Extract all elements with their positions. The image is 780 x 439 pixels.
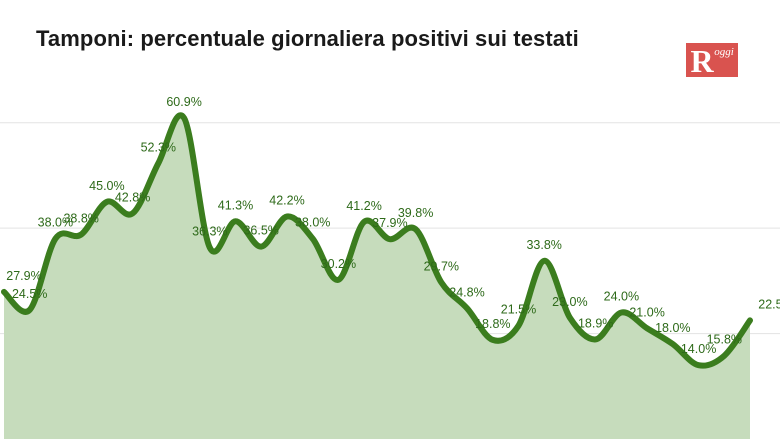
data-labels: 27.9%24.5%38.0%38.8%45.0%42.8%52.3%60.9%… bbox=[6, 95, 780, 356]
data-label: 52.3% bbox=[141, 140, 176, 154]
data-label: 18.0% bbox=[655, 321, 690, 335]
data-label: 60.9% bbox=[166, 95, 201, 109]
data-label: 41.3% bbox=[218, 198, 253, 212]
roggi-logo: R oggi bbox=[686, 43, 738, 77]
chart-title: Tamponi: percentuale giornaliera positiv… bbox=[36, 26, 579, 51]
data-label: 39.8% bbox=[398, 206, 433, 220]
data-label: 27.9% bbox=[6, 269, 41, 283]
data-label: 33.8% bbox=[526, 238, 561, 252]
data-label: 15.8% bbox=[707, 333, 742, 347]
data-label: 21.0% bbox=[629, 305, 664, 319]
data-label: 24.5% bbox=[12, 287, 47, 301]
data-label: 42.2% bbox=[269, 194, 304, 208]
data-label: 14.0% bbox=[681, 342, 716, 356]
data-label: 29.7% bbox=[424, 259, 459, 273]
area-fill bbox=[4, 115, 750, 439]
data-label: 36.3% bbox=[192, 225, 227, 239]
data-label: 18.9% bbox=[578, 316, 613, 330]
data-label: 42.8% bbox=[115, 190, 150, 204]
series-line bbox=[1, 112, 753, 369]
data-label: 24.8% bbox=[449, 285, 484, 299]
data-label: 37.9% bbox=[372, 216, 407, 230]
data-label: 38.0% bbox=[295, 216, 330, 230]
data-label: 23.0% bbox=[552, 295, 587, 309]
logo-text: oggi bbox=[714, 46, 734, 58]
logo-letter: R bbox=[690, 43, 714, 77]
data-label: 41.2% bbox=[346, 199, 381, 213]
data-label: 45.0% bbox=[89, 179, 124, 193]
data-label: 18.8% bbox=[475, 317, 510, 331]
data-label: 30.2% bbox=[321, 257, 356, 271]
data-label: 24.0% bbox=[604, 290, 639, 304]
data-label: 38.8% bbox=[63, 212, 98, 226]
data-label: 36.5% bbox=[243, 224, 278, 238]
data-label: 21.5% bbox=[501, 303, 536, 317]
data-label: 22.5% bbox=[758, 297, 780, 311]
data-label: 38.0% bbox=[38, 216, 73, 230]
